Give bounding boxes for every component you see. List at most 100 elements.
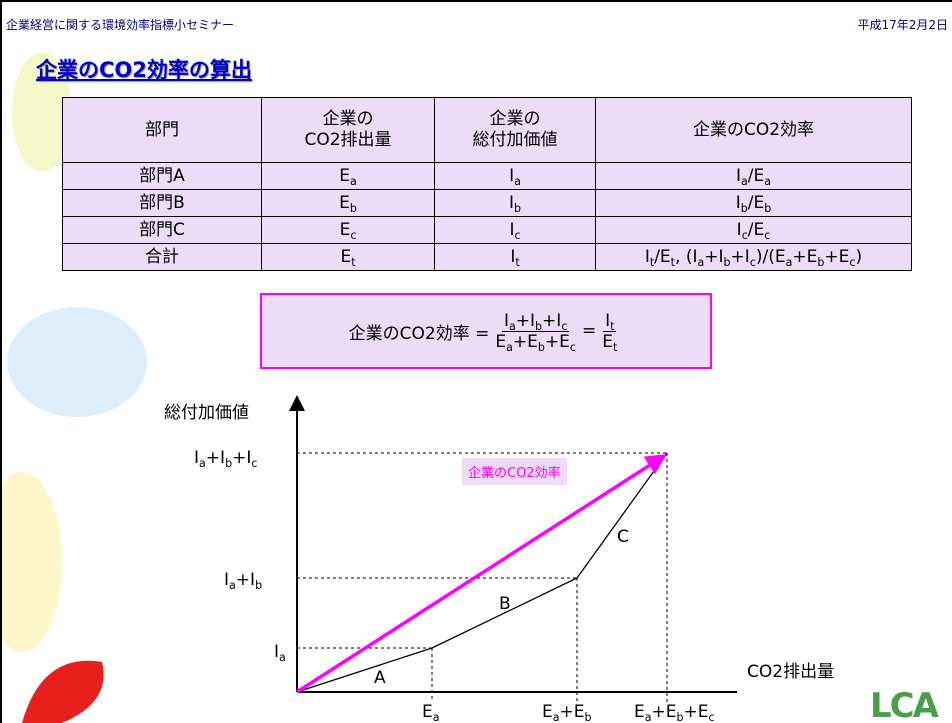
text: I xyxy=(274,642,280,662)
subscript: c xyxy=(569,340,576,354)
text: I xyxy=(735,192,741,213)
subscript: c xyxy=(741,228,748,242)
text: +E xyxy=(683,702,709,722)
decoration xyxy=(12,52,72,172)
header-cell: 部門 xyxy=(62,97,262,163)
text: 合計 xyxy=(145,246,179,267)
text: 部門C xyxy=(139,219,185,240)
subscript: c xyxy=(749,255,756,269)
text: E xyxy=(495,331,507,352)
table-cell: Eb xyxy=(261,189,435,217)
subscript: a xyxy=(514,174,521,188)
text: +E xyxy=(559,702,585,722)
text: E xyxy=(339,219,351,240)
table-row: 部門B Eb Ib Ib/Eb xyxy=(62,189,912,217)
subscript: a xyxy=(785,255,793,269)
header-line: 企業の xyxy=(322,109,374,129)
text: +E xyxy=(512,331,538,352)
subscript: c xyxy=(251,456,258,470)
header-line: 企業のCO2効率 xyxy=(692,119,815,140)
subscript: a xyxy=(229,578,236,592)
text: I xyxy=(605,310,611,331)
subscript: c xyxy=(764,228,771,242)
text: I xyxy=(509,219,515,240)
header-line: CO2排出量 xyxy=(304,130,392,150)
text: /E xyxy=(747,219,765,240)
text: I xyxy=(510,246,516,267)
subscript: b xyxy=(535,319,543,333)
x-tick-label: Ea+Eb xyxy=(542,702,592,723)
x-tick-label: Ea+Eb+Ec xyxy=(634,702,715,723)
text: +E xyxy=(544,331,570,352)
y-tick-label: Ia xyxy=(274,642,286,664)
text: E xyxy=(422,702,433,722)
subscript: b xyxy=(740,201,748,215)
header-right: 平成17年2月2日 xyxy=(857,18,948,32)
text: ) xyxy=(855,246,863,267)
subscript: t xyxy=(351,255,356,269)
text: 部門A xyxy=(139,165,185,186)
table-cell: It/Et, (Ia+Ib+Ic)/(Ea+Eb+Ec) xyxy=(595,243,912,271)
subscript: a xyxy=(199,456,206,470)
y-tick-label: Ia+Ib xyxy=(224,570,262,592)
subscript: t xyxy=(515,255,520,269)
text: +I xyxy=(515,310,536,331)
subscript: b xyxy=(537,340,545,354)
text: I xyxy=(508,192,514,213)
efficiency-line xyxy=(296,454,667,694)
text: E xyxy=(634,702,645,722)
subscript: a xyxy=(764,174,772,188)
subscript: a xyxy=(552,710,560,723)
segment-path xyxy=(296,452,668,693)
table-cell: 合計 xyxy=(62,243,262,271)
logo-mark xyxy=(22,660,104,723)
header-cell: 企業の CO2排出量 xyxy=(261,97,435,163)
subscript: b xyxy=(723,255,731,269)
subscript: b xyxy=(225,456,233,470)
table-cell: Ia/Ea xyxy=(595,162,912,190)
table: 部門 企業の CO2排出量 企業の 総付加価値 企業のCO2効率 部門A Ea Ia Ia/Ea 部… xyxy=(62,97,912,271)
logo: LCA xyxy=(870,686,939,723)
text: E xyxy=(339,165,350,186)
table-cell: Ea xyxy=(261,162,435,190)
subscript: c xyxy=(514,228,521,242)
formula-box: 企業のCO2効率 = Ia+Ib+Ic Ea+Eb+Ec = It Et xyxy=(260,293,712,369)
text: E xyxy=(602,331,613,352)
text: 部門B xyxy=(139,192,185,213)
subscript: a xyxy=(349,174,357,188)
header-row: 部門 企業の CO2排出量 企業の総付加価値 企業のCO2効率 xyxy=(62,97,912,163)
segment-label: A xyxy=(374,668,386,688)
subscript: c xyxy=(350,228,357,242)
table-cell: It xyxy=(434,243,596,271)
segment-label: B xyxy=(499,594,511,614)
subscript: a xyxy=(508,319,516,333)
line-label: 企業のCO2効率 xyxy=(462,458,567,485)
table-cell: Ic/Ec xyxy=(595,216,912,244)
header-line: 部門 xyxy=(145,119,179,140)
table-cell: Ib/Eb xyxy=(595,189,912,217)
y-tick-label: Ia+Ib+Ic xyxy=(194,448,258,470)
subscript: a xyxy=(432,710,440,723)
text: +E xyxy=(824,246,850,267)
header-line: 総付加価値 xyxy=(472,130,558,150)
subscript: a xyxy=(279,650,286,664)
table-cell: Ec xyxy=(261,216,435,244)
text: I xyxy=(194,448,200,468)
fraction: It Et xyxy=(602,310,617,353)
table-row: 部門C Ec Ic Ic/Ec xyxy=(62,216,912,244)
table-cell: 部門C xyxy=(62,216,262,244)
text: +E xyxy=(651,702,677,722)
table-row: 部門A Ea Ia Ia/Ea xyxy=(62,162,912,190)
text: I xyxy=(224,570,230,590)
subscript: b xyxy=(349,201,357,215)
decoration xyxy=(2,472,62,652)
decoration xyxy=(7,307,147,417)
numerator: It xyxy=(603,310,617,332)
text: , (I xyxy=(675,246,698,267)
subscript: b xyxy=(514,201,522,215)
denominator: Et xyxy=(602,331,617,353)
subscript: c xyxy=(708,710,715,723)
subscript: t xyxy=(649,255,655,269)
header-left: 企業経営に関する環境効率指標小セミナー xyxy=(6,18,235,32)
